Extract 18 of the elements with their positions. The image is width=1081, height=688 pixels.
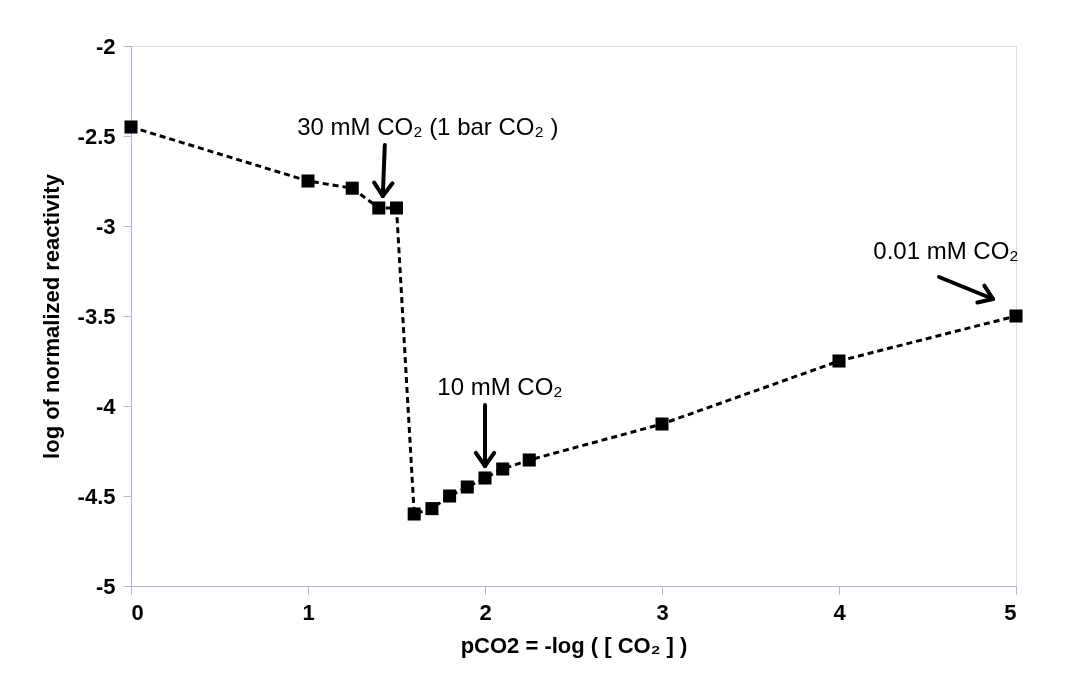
x-axis-title: pCO2 = -log ( [ CO₂ ] ) — [460, 632, 688, 658]
y-tick-label: -4 — [95, 393, 117, 419]
annotation: 30 mM CO₂ (1 bar CO₂ ) — [297, 113, 559, 140]
x-tick-label: 2 — [479, 599, 492, 625]
y-tick-label: -3.5 — [77, 303, 116, 329]
annotation: 10 mM CO₂ — [437, 373, 563, 400]
annotation: 0.01 mM CO₂ — [873, 237, 1019, 264]
y-tick-label: -2 — [95, 33, 116, 59]
x-tick-label: 1 — [302, 599, 315, 625]
x-tick-label: 0 — [131, 599, 144, 625]
x-tick-label: 5 — [1004, 599, 1017, 625]
x-tick-label: 3 — [656, 599, 669, 625]
y-tick-label: -5 — [95, 573, 116, 599]
x-tick-label: 4 — [833, 599, 847, 625]
y-tick-label: -2.5 — [77, 123, 116, 149]
y-tick-label: -4.5 — [77, 483, 116, 509]
y-tick-label: -3 — [95, 213, 116, 239]
y-axis-title: log of normalized reactivity — [38, 173, 64, 459]
